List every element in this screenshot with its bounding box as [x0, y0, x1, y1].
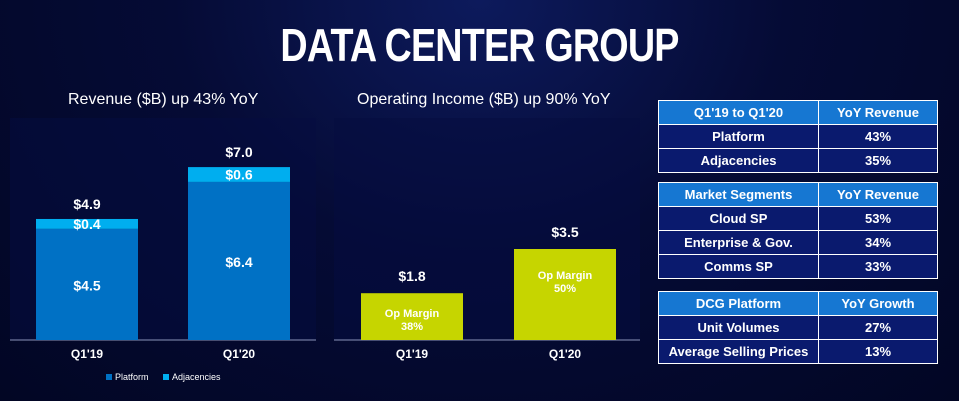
market-segments-table: Market Segments YoY Revenue Cloud SP 53%… [658, 182, 938, 279]
op-margin-label: Op Margin [538, 270, 593, 282]
data-label-value: $1.8 [398, 268, 425, 284]
legend-swatch-platform [106, 374, 112, 380]
table-header-cell: Q1'19 to Q1'20 [658, 100, 819, 125]
table-row: Comms SP 33% [658, 254, 938, 279]
table-cell: Adjacencies [658, 148, 819, 173]
table-row: Enterprise & Gov. 34% [658, 230, 938, 255]
table-row: Average Selling Prices 13% [658, 339, 938, 364]
data-label-platform: $4.5 [73, 277, 100, 293]
x-tick-label: Q1'19 [71, 347, 104, 361]
data-label-platform: $6.4 [225, 254, 252, 270]
x-tick-label: Q1'20 [549, 347, 582, 361]
op-margin-value: 50% [554, 283, 576, 295]
revenue-yoy-table: Q1'19 to Q1'20 YoY Revenue Platform 43% … [658, 100, 938, 173]
table-cell: Platform [658, 124, 819, 149]
table-header-row: Market Segments YoY Revenue [658, 182, 938, 207]
table-row: Unit Volumes 27% [658, 315, 938, 340]
revenue-chart-title: Revenue ($B) up 43% YoY [68, 91, 259, 108]
table-cell: Cloud SP [658, 206, 819, 231]
data-label-adjacencies: $0.6 [225, 167, 252, 183]
table-cell: 34% [818, 230, 938, 255]
table-cell: Unit Volumes [658, 315, 819, 340]
legend-label-platform: Platform [115, 372, 149, 382]
table-cell: 33% [818, 254, 938, 279]
op-margin-value: 38% [401, 321, 423, 333]
table-header-cell: YoY Revenue [818, 100, 938, 125]
table-cell: 53% [818, 206, 938, 231]
x-tick-label: Q1'19 [396, 347, 429, 361]
bar-adjacencies [36, 218, 138, 229]
bar-platform [36, 228, 138, 340]
table-cell: 35% [818, 148, 938, 173]
data-label-value: $3.5 [551, 224, 578, 240]
table-header-cell: YoY Growth [818, 291, 938, 316]
data-label-adjacencies: $0.4 [73, 216, 100, 232]
table-cell: Comms SP [658, 254, 819, 279]
bar-adjacencies [188, 167, 290, 182]
bar-operating-income [514, 249, 616, 340]
table-header-row: Q1'19 to Q1'20 YoY Revenue [658, 100, 938, 125]
table-row: Platform 43% [658, 124, 938, 149]
bar-platform [188, 181, 290, 340]
table-header-cell: DCG Platform [658, 291, 819, 316]
table-cell: 43% [818, 124, 938, 149]
opinc-chart-title: Operating Income ($B) up 90% YoY [357, 91, 611, 108]
data-label-total: $7.0 [225, 144, 252, 160]
table-row: Adjacencies 35% [658, 148, 938, 173]
legend-label-adjacencies: Adjacencies [172, 372, 221, 382]
table-cell: 27% [818, 315, 938, 340]
legend-swatch-adjacencies [163, 374, 169, 380]
data-label-total: $4.9 [73, 196, 100, 212]
x-tick-label: Q1'20 [223, 347, 256, 361]
dcg-platform-table: DCG Platform YoY Growth Unit Volumes 27%… [658, 291, 938, 364]
revenue-chart: $4.5 $0.4 $4.9 Q1'19 $6.4 $0.6 $7.0 Q1'20 Platfo… [10, 118, 316, 382]
table-cell: 13% [818, 339, 938, 364]
table-row: Cloud SP 53% [658, 206, 938, 231]
bar-operating-income [361, 293, 463, 340]
table-header-cell: YoY Revenue [818, 182, 938, 207]
page-title: DATA CENTER GROUP [280, 19, 679, 71]
table-cell: Enterprise & Gov. [658, 230, 819, 255]
table-header-row: DCG Platform YoY Growth [658, 291, 938, 316]
table-header-cell: Market Segments [658, 182, 819, 207]
table-cell: Average Selling Prices [658, 339, 819, 364]
op-margin-label: Op Margin [385, 308, 440, 320]
